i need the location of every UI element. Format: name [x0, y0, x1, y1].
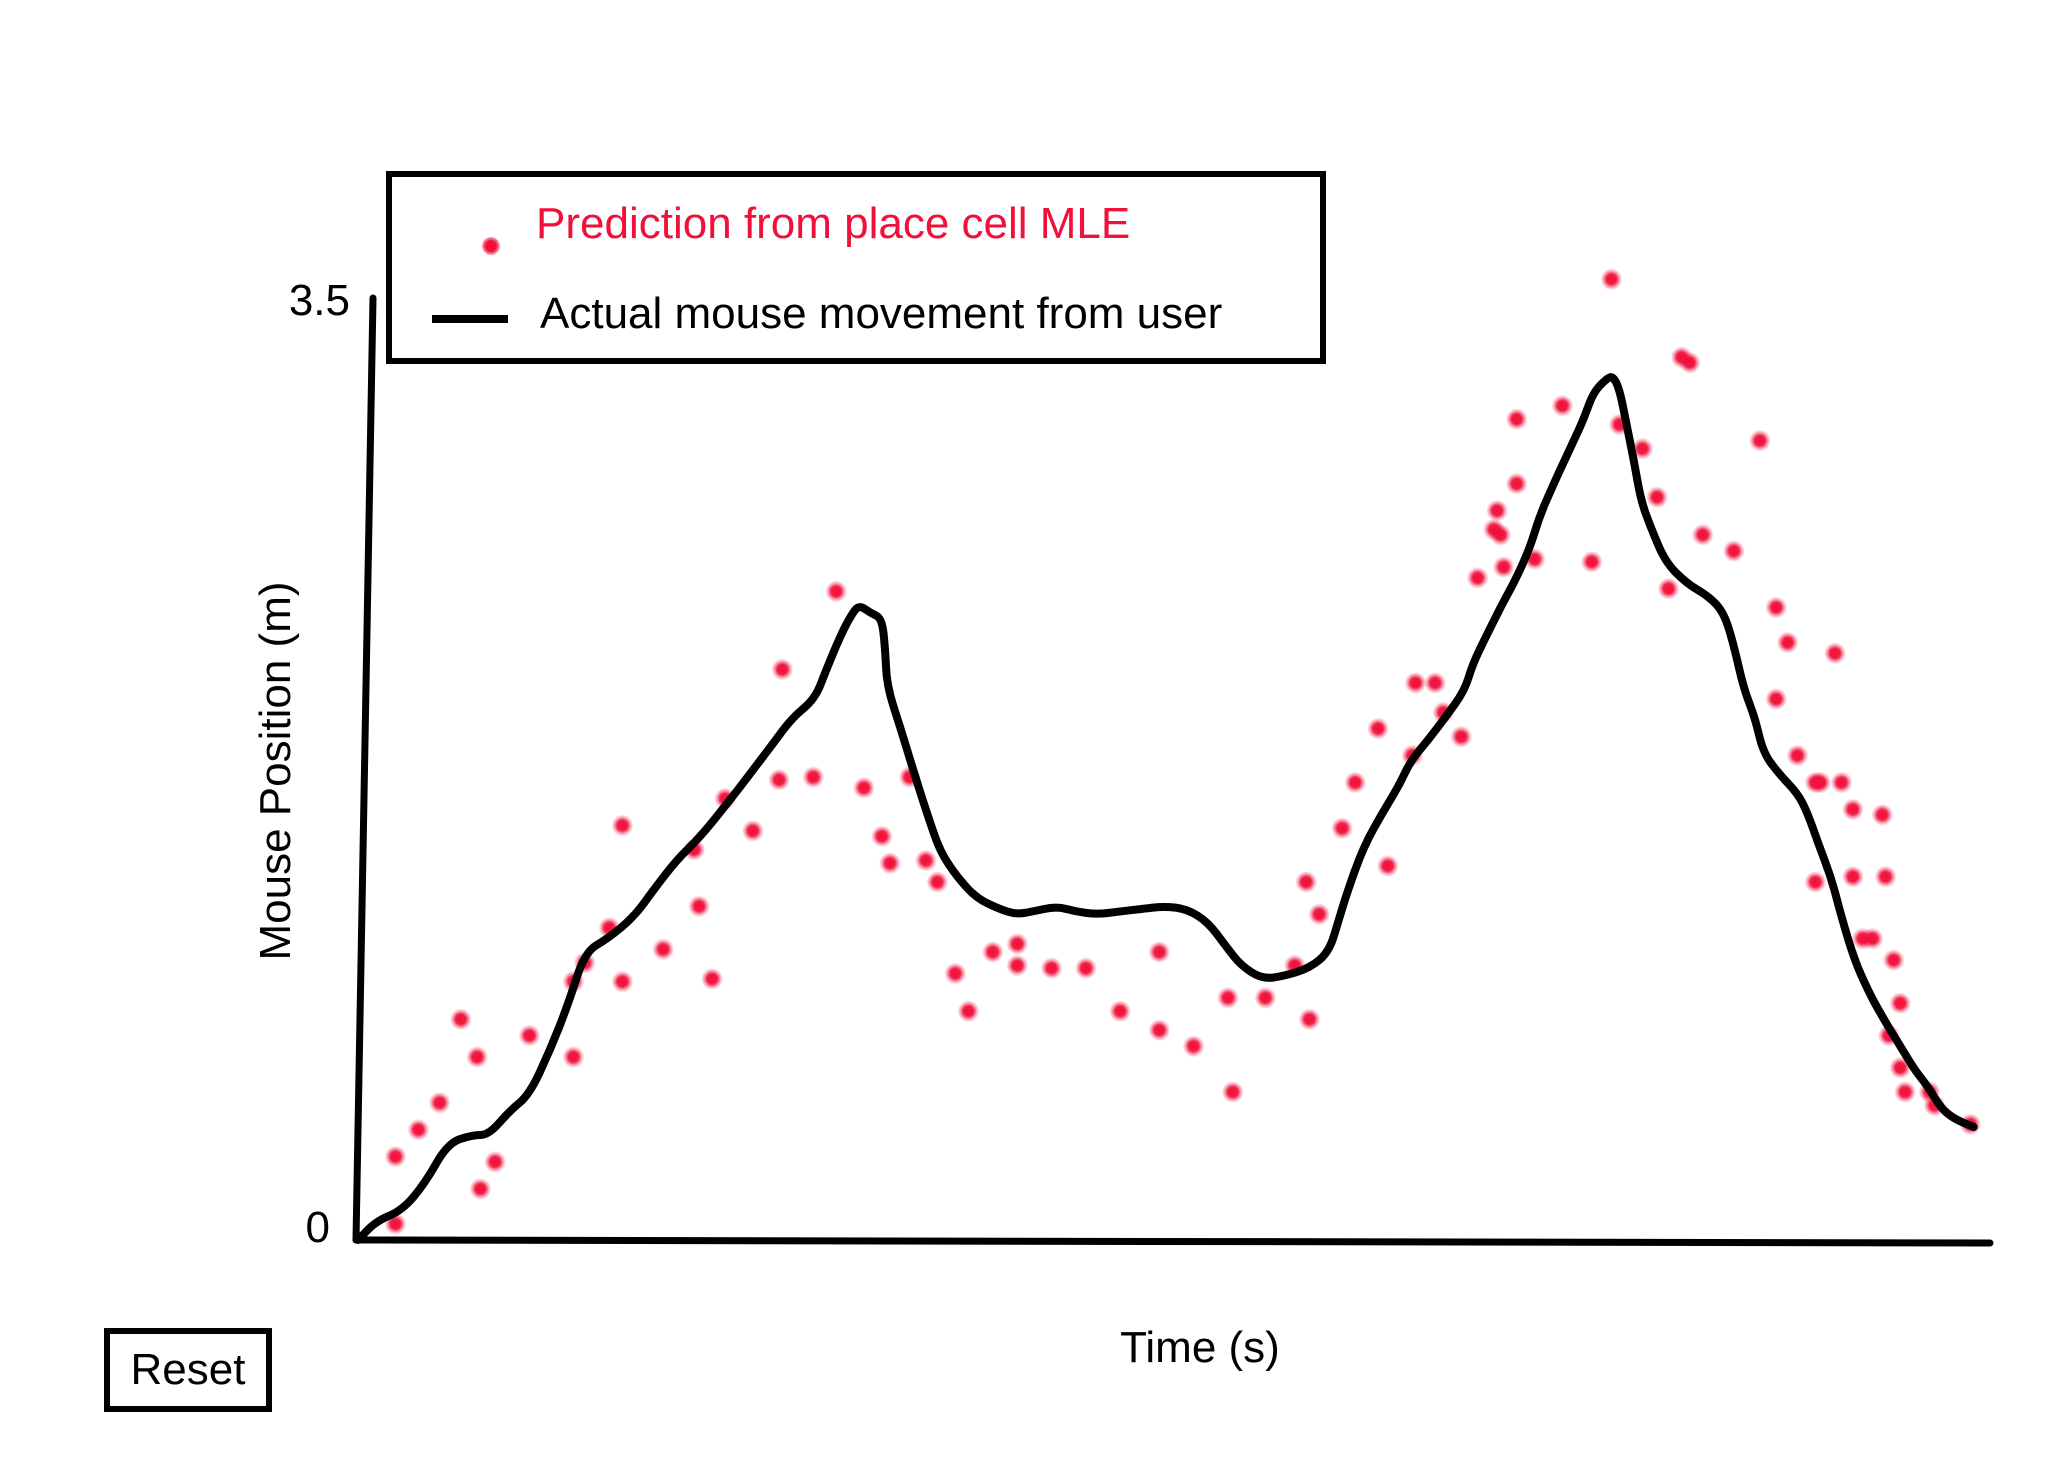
legend-prediction-label: Prediction from place cell MLE	[536, 199, 1131, 248]
prediction-point	[1678, 351, 1701, 374]
prediction-point	[1765, 596, 1788, 619]
prediction-point	[1308, 903, 1331, 926]
prediction-point	[518, 1024, 541, 1047]
prediction-point	[944, 962, 967, 985]
legend-actual-marker	[432, 315, 508, 323]
prediction-point	[1486, 499, 1509, 522]
prediction-point	[688, 895, 711, 918]
prediction-point	[741, 819, 764, 842]
prediction-point	[1216, 986, 1239, 1009]
x-axis-line	[352, 1236, 1994, 1247]
prediction-point	[1551, 394, 1574, 417]
prediction-point	[802, 766, 825, 789]
prediction-point	[1830, 771, 1853, 794]
prediction-point	[384, 1145, 407, 1168]
prediction-point	[449, 1008, 472, 1031]
y-axis-line	[352, 294, 377, 1244]
prediction-point	[1040, 957, 1063, 980]
prediction-point	[825, 580, 848, 603]
y-axis-label: Mouse Position (m)	[251, 581, 300, 960]
prediction-point	[1331, 817, 1354, 840]
prediction-point	[1631, 437, 1654, 460]
prediction-point	[484, 1150, 507, 1173]
prediction-point	[1298, 1008, 1321, 1031]
prediction-point	[1776, 631, 1799, 654]
prediction-point	[1841, 798, 1864, 821]
prediction-point	[611, 814, 634, 837]
prediction-point	[1824, 642, 1846, 665]
prediction-point	[1148, 1019, 1171, 1042]
prediction-point	[879, 852, 901, 875]
prediction-point	[1376, 854, 1399, 877]
prediction-point	[1505, 472, 1528, 495]
prediction-point	[926, 871, 949, 893]
prediction-point	[1691, 523, 1714, 546]
prediction-point	[428, 1091, 451, 1114]
y-tick-label-min: 0	[306, 1203, 330, 1252]
prediction-point	[1295, 871, 1318, 893]
prediction-point	[1492, 556, 1515, 579]
prediction-point	[1182, 1035, 1205, 1058]
prediction-point	[1861, 927, 1884, 950]
prediction-point	[768, 768, 791, 791]
prediction-point	[1006, 932, 1029, 955]
prediction-point	[1580, 550, 1603, 573]
prediction-point	[1871, 803, 1894, 826]
prediction-point	[1109, 1000, 1132, 1023]
prediction-point	[1489, 523, 1512, 546]
prediction-point	[1600, 268, 1623, 291]
prediction-point	[1450, 725, 1473, 748]
legend: Prediction from place cell MLE Actual mo…	[386, 171, 1326, 364]
prediction-point	[981, 941, 1004, 963]
prediction-point	[957, 1000, 980, 1023]
prediction-point	[852, 776, 875, 799]
actual-movement-line	[354, 373, 1978, 1244]
prediction-point	[1404, 671, 1427, 694]
prediction-point	[1657, 577, 1680, 600]
prediction-point	[1367, 717, 1389, 740]
prediction-point	[1466, 566, 1489, 589]
prediction-point	[1894, 1081, 1917, 1103]
prediction-point	[1889, 992, 1912, 1015]
prediction-point	[1804, 871, 1827, 893]
prediction-point	[1882, 949, 1905, 972]
prediction-point	[1765, 688, 1788, 710]
reset-button[interactable]: Reset	[104, 1328, 272, 1412]
prediction-point	[466, 1046, 489, 1068]
prediction-point	[407, 1118, 430, 1141]
prediction-point	[1424, 671, 1447, 694]
prediction-point	[1344, 771, 1367, 794]
prediction-point	[1254, 986, 1277, 1009]
prediction-point	[652, 938, 675, 961]
prediction-points	[384, 268, 1982, 1235]
legend-actual-label: Actual mouse movement from user	[540, 289, 1223, 338]
legend-prediction-marker	[482, 237, 500, 255]
prediction-point	[1646, 486, 1669, 509]
prediction-point	[1841, 865, 1864, 888]
prediction-point	[1874, 865, 1897, 888]
prediction-point	[1006, 954, 1029, 977]
prediction-point	[562, 1046, 585, 1068]
prediction-point	[914, 849, 937, 872]
prediction-point	[1505, 408, 1528, 431]
prediction-point	[1722, 540, 1745, 562]
y-tick-label-max: 3.5	[289, 276, 350, 325]
prediction-point	[469, 1177, 492, 1200]
prediction-point	[1074, 957, 1097, 980]
prediction-point	[1809, 771, 1832, 794]
prediction-point	[1748, 429, 1771, 452]
prediction-point	[1148, 941, 1171, 963]
prediction-point	[1221, 1081, 1244, 1103]
prediction-point	[771, 658, 794, 681]
prediction-point	[611, 970, 634, 993]
prediction-point	[870, 825, 893, 848]
actual-movement-path	[354, 373, 1978, 1244]
x-axis-label: Time (s)	[1120, 1323, 1280, 1372]
prediction-point	[701, 967, 724, 990]
prediction-point	[1786, 744, 1809, 767]
